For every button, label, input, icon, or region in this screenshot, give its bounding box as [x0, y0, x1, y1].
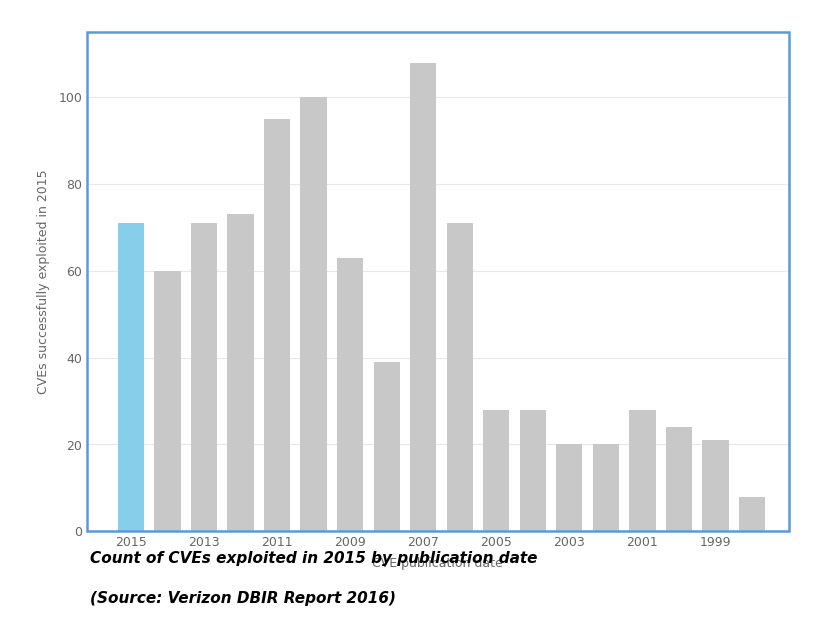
Bar [739, 497, 765, 531]
Bar [556, 444, 583, 531]
X-axis label: CVE publication date: CVE publication date [373, 558, 503, 571]
Bar [666, 427, 692, 531]
Bar [191, 223, 217, 531]
Bar [593, 444, 619, 531]
Bar [300, 97, 327, 531]
Bar [337, 258, 364, 531]
Bar [520, 410, 546, 531]
Bar [374, 362, 400, 531]
Bar [410, 62, 437, 531]
Bar [264, 119, 290, 531]
Bar [118, 223, 144, 531]
Text: Count of CVEs exploited in 2015 by publication date: Count of CVEs exploited in 2015 by publi… [90, 551, 537, 565]
Bar [154, 271, 181, 531]
Bar [447, 223, 473, 531]
Bar [483, 410, 510, 531]
Bar [227, 214, 254, 531]
Bar [629, 410, 656, 531]
Text: (Source: Verizon DBIR Report 2016): (Source: Verizon DBIR Report 2016) [90, 591, 396, 606]
Bar [702, 440, 729, 531]
Y-axis label: CVEs successfully exploited in 2015: CVEs successfully exploited in 2015 [37, 169, 50, 394]
